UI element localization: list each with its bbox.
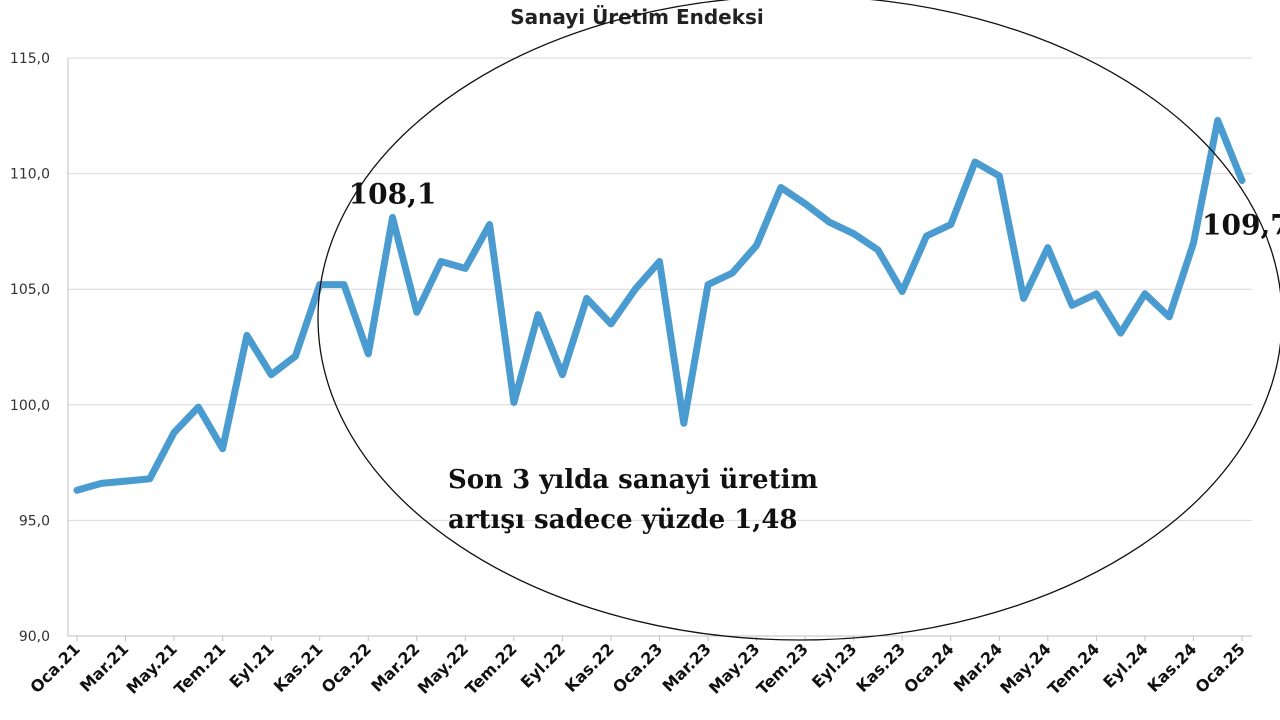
x-tick-label: Tem.21 [170, 639, 229, 698]
highlight-ellipse [317, 0, 1280, 641]
y-tick-label: 115,0 [10, 51, 50, 67]
x-tick-label: Oca.23 [609, 639, 666, 696]
x-tick-label: Oca.25 [1191, 639, 1248, 696]
y-tick-label: 100,0 [10, 398, 50, 414]
x-tick-label: Mar.24 [950, 639, 1006, 695]
series-line [73, 116, 1246, 494]
x-tick-label: May.21 [123, 639, 181, 697]
y-axis: 90,0 95,0 100,0 105,0 110,0 115,0 [10, 51, 50, 645]
x-tick-label: Kas.24 [1144, 639, 1201, 696]
annotation-label: 108,1 [349, 178, 437, 211]
note-line-1: Son 3 yılda sanayi üretim [448, 465, 818, 495]
x-tick-label: Mar.22 [367, 639, 423, 695]
x-tick-label: May.22 [414, 639, 472, 697]
y-tick-label: 110,0 [10, 167, 50, 183]
y-tick-label: 105,0 [10, 282, 50, 298]
x-tick-label: May.24 [996, 639, 1054, 697]
x-tick-label: Kas.21 [270, 639, 327, 696]
chart-title: Sanayi Üretim Endeksi [510, 5, 764, 29]
x-tick-label: Kas.22 [561, 639, 618, 696]
x-tick-label: Tem.23 [753, 639, 812, 698]
y-tick-label: 90,0 [19, 629, 50, 645]
y-tick-label: 95,0 [19, 513, 50, 529]
annotations: 108,1 109,7 [349, 178, 1280, 242]
x-tick-label: Oca.22 [318, 639, 375, 696]
x-tick-label: May.23 [705, 639, 763, 697]
x-axis: Oca.21Mar.21May.21Tem.21Eyl.21Kas.21Oca.… [26, 636, 1249, 699]
x-tick-label: Kas.23 [852, 639, 909, 696]
x-tick-label: Tem.24 [1044, 639, 1103, 698]
annotation-label: 109,7 [1202, 209, 1280, 242]
x-tick-label: Mar.23 [659, 639, 715, 695]
gridlines [67, 57, 1252, 637]
x-tick-label: Oca.21 [26, 639, 83, 696]
x-tick-label: Oca.24 [900, 639, 957, 696]
x-tick-label: Tem.22 [462, 639, 521, 698]
x-tick-label: Mar.21 [76, 639, 132, 695]
note-line-2: artışı sadece yüzde 1,48 [448, 505, 798, 535]
